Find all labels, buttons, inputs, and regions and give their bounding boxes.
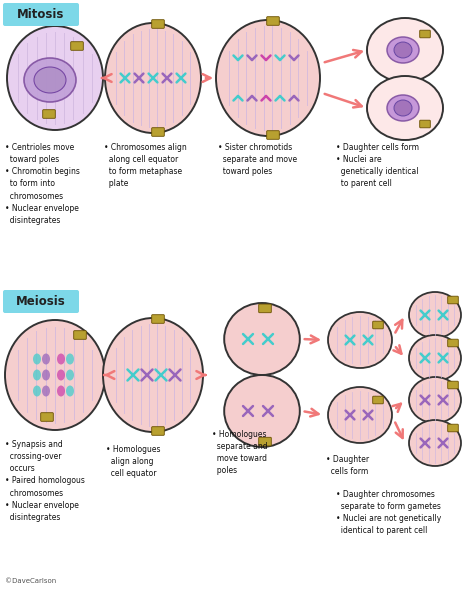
FancyBboxPatch shape xyxy=(3,3,79,26)
FancyBboxPatch shape xyxy=(419,30,430,38)
Ellipse shape xyxy=(57,369,65,381)
Ellipse shape xyxy=(409,335,461,381)
Text: • Homologues
  align along
  cell equator: • Homologues align along cell equator xyxy=(106,445,161,478)
Ellipse shape xyxy=(224,303,300,375)
FancyBboxPatch shape xyxy=(41,413,53,422)
FancyBboxPatch shape xyxy=(152,427,164,435)
FancyBboxPatch shape xyxy=(448,339,458,347)
Ellipse shape xyxy=(5,320,105,430)
Ellipse shape xyxy=(57,353,65,365)
Ellipse shape xyxy=(66,369,74,381)
FancyBboxPatch shape xyxy=(152,128,164,136)
Ellipse shape xyxy=(33,385,41,397)
Ellipse shape xyxy=(105,23,201,133)
Ellipse shape xyxy=(66,353,74,365)
Ellipse shape xyxy=(42,369,50,381)
Text: • Homologues
  separate and
  move toward
  poles: • Homologues separate and move toward po… xyxy=(212,430,268,475)
Text: • Chromosomes align
  along cell equator
  to form metaphase
  plate: • Chromosomes align along cell equator t… xyxy=(104,143,187,188)
Ellipse shape xyxy=(33,369,41,381)
Ellipse shape xyxy=(387,95,419,121)
Ellipse shape xyxy=(394,42,412,58)
Ellipse shape xyxy=(42,353,50,365)
FancyBboxPatch shape xyxy=(419,120,430,128)
FancyBboxPatch shape xyxy=(43,110,55,118)
FancyBboxPatch shape xyxy=(259,437,271,446)
FancyBboxPatch shape xyxy=(267,17,279,25)
Ellipse shape xyxy=(24,58,76,102)
Ellipse shape xyxy=(224,375,300,447)
Text: • Sister chromotids
  separate and move
  toward poles: • Sister chromotids separate and move to… xyxy=(218,143,297,176)
Ellipse shape xyxy=(409,377,461,423)
Ellipse shape xyxy=(66,385,74,397)
Text: Mitosis: Mitosis xyxy=(18,8,64,21)
Ellipse shape xyxy=(367,76,443,140)
Ellipse shape xyxy=(216,20,320,136)
Ellipse shape xyxy=(7,26,103,130)
Ellipse shape xyxy=(409,292,461,338)
Ellipse shape xyxy=(34,67,66,93)
Text: • Daughter cells form
• Nuclei are
  genetically identical
  to parent cell: • Daughter cells form • Nuclei are genet… xyxy=(336,143,419,188)
FancyBboxPatch shape xyxy=(448,381,458,389)
FancyBboxPatch shape xyxy=(373,321,383,329)
Text: • Centrioles move
  toward poles
• Chromotin begins
  to form into
  chromosomes: • Centrioles move toward poles • Chromot… xyxy=(5,143,80,225)
Text: • Synapsis and
  crossing-over
  occurs
• Paired homologous
  chromosomes
• Nucl: • Synapsis and crossing-over occurs • Pa… xyxy=(5,440,85,522)
FancyBboxPatch shape xyxy=(373,396,383,404)
FancyBboxPatch shape xyxy=(3,290,79,313)
FancyBboxPatch shape xyxy=(152,315,164,323)
FancyBboxPatch shape xyxy=(73,331,86,339)
Ellipse shape xyxy=(42,385,50,397)
FancyBboxPatch shape xyxy=(152,20,164,28)
Text: ©DaveCarlson: ©DaveCarlson xyxy=(5,578,56,584)
FancyBboxPatch shape xyxy=(71,41,83,50)
Ellipse shape xyxy=(33,353,41,365)
FancyBboxPatch shape xyxy=(259,304,271,313)
Ellipse shape xyxy=(387,37,419,63)
Ellipse shape xyxy=(409,420,461,466)
Ellipse shape xyxy=(394,100,412,116)
Ellipse shape xyxy=(328,387,392,443)
Ellipse shape xyxy=(103,318,203,432)
FancyBboxPatch shape xyxy=(267,131,279,139)
Text: Meiosis: Meiosis xyxy=(16,295,66,308)
Ellipse shape xyxy=(367,18,443,82)
FancyBboxPatch shape xyxy=(448,296,458,304)
FancyBboxPatch shape xyxy=(448,424,458,432)
Ellipse shape xyxy=(57,385,65,397)
Text: • Daughter chromosomes
  separate to form gametes
• Nuclei are not genetically
 : • Daughter chromosomes separate to form … xyxy=(336,490,441,535)
Ellipse shape xyxy=(328,312,392,368)
Text: • Daughter
  cells form: • Daughter cells form xyxy=(326,455,369,476)
